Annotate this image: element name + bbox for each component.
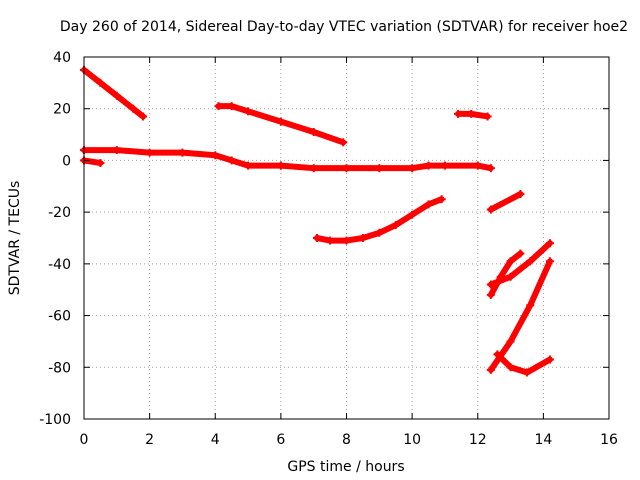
series-arc-3 (81, 147, 494, 172)
series-arc-9 (487, 240, 553, 288)
data-point (227, 102, 236, 111)
data-point (473, 161, 482, 170)
data-point (96, 159, 105, 168)
x-tick-label: 10 (403, 432, 421, 448)
data-point (129, 104, 138, 113)
data-point (486, 365, 495, 374)
data-point (112, 146, 121, 155)
y-tick-label: -100 (39, 412, 71, 428)
data-point (211, 151, 220, 160)
data-point (244, 107, 253, 116)
data-point (486, 290, 495, 299)
series-arc-8 (487, 250, 524, 298)
chart-title: Day 260 of 2014, Sidereal Day-to-day VTE… (60, 19, 628, 35)
data-point (506, 257, 515, 266)
data-point (309, 164, 318, 173)
data-point (139, 112, 148, 121)
data-point (227, 156, 236, 165)
y-tick-label: 20 (53, 102, 71, 118)
data-point (506, 337, 515, 346)
data-point (493, 350, 502, 359)
data-point (342, 164, 351, 173)
y-tick-label: -80 (48, 360, 71, 376)
data-point (96, 78, 105, 87)
data-point (483, 112, 492, 121)
data-point (545, 257, 554, 266)
data-point (486, 280, 495, 289)
data-point (516, 249, 525, 258)
data-point (526, 257, 535, 266)
data-point (467, 109, 476, 118)
axis-ticks: 0 2 4 6 8 10 12 14 16 -100 -80 -60 -40 -20 0 20 40 (39, 50, 618, 448)
data-point (545, 355, 554, 364)
data-point (358, 234, 367, 242)
data-point (375, 164, 384, 173)
x-tick-label: 12 (469, 432, 487, 448)
data-point (342, 236, 351, 245)
data-series (80, 65, 554, 377)
x-tick-label: 6 (276, 432, 285, 448)
data-point (309, 127, 318, 136)
x-tick-label: 14 (534, 432, 552, 448)
data-point (276, 117, 285, 126)
data-point (244, 161, 253, 170)
data-point (276, 161, 285, 170)
data-point (454, 109, 463, 118)
x-tick-label: 4 (211, 432, 220, 448)
y-tick-label: 0 (62, 153, 71, 169)
data-point (526, 301, 535, 310)
data-point (339, 138, 348, 147)
x-tick-label: 2 (145, 432, 154, 448)
data-point (545, 239, 554, 248)
y-axis-title: SDTVAR / TECUs (7, 181, 23, 296)
data-point (312, 234, 321, 242)
x-tick-label: 0 (80, 432, 89, 448)
data-point (375, 228, 384, 237)
data-point (506, 363, 515, 372)
data-point (391, 221, 400, 230)
x-tick-label: 16 (600, 432, 618, 448)
data-point (178, 148, 187, 157)
data-point (408, 210, 417, 219)
data-point (408, 164, 417, 173)
data-point (522, 368, 531, 377)
data-point (437, 195, 446, 204)
data-point (112, 91, 121, 100)
data-point (424, 161, 433, 170)
series-arc-11 (494, 351, 553, 376)
data-point (516, 190, 525, 199)
data-point (486, 205, 495, 214)
data-point (440, 161, 449, 170)
data-point (214, 102, 223, 111)
data-point (506, 272, 515, 281)
y-tick-label: -40 (48, 257, 71, 273)
x-tick-label: 8 (342, 432, 351, 448)
data-point (424, 200, 433, 209)
y-tick-label: -20 (48, 205, 71, 221)
data-point (486, 164, 495, 173)
data-point (326, 236, 335, 245)
y-tick-label: -60 (48, 309, 71, 325)
y-tick-label: 40 (53, 50, 71, 66)
x-axis-title: GPS time / hours (287, 459, 404, 475)
series-arc-7 (487, 191, 524, 213)
data-point (145, 148, 154, 157)
